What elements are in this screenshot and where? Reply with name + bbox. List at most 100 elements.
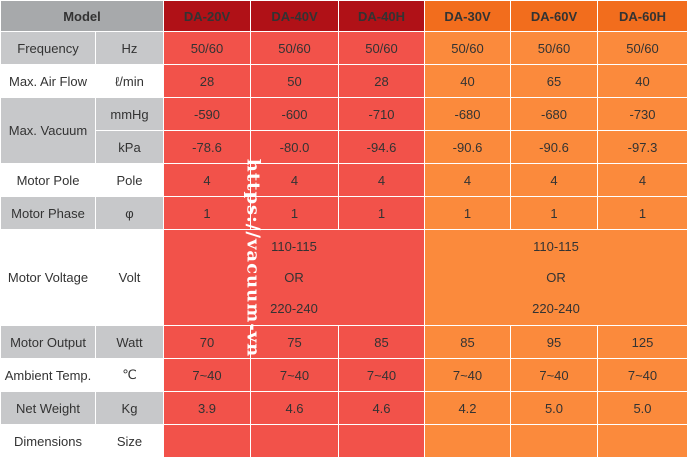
vacuum-kpa-da-60v: -90.6 <box>510 130 598 164</box>
motor-output-da-40h: 85 <box>338 325 425 359</box>
frequency-da-40v: 50/60 <box>250 31 339 65</box>
model-header-da-30v: DA-30V <box>424 0 511 32</box>
air-flow-da-40h: 28 <box>338 64 425 98</box>
motor-output-da-40v: 75 <box>250 325 339 359</box>
air-flow-da-60h: 40 <box>597 64 687 98</box>
motor-phase-da-30v: 1 <box>424 196 511 230</box>
air-flow-unit: ℓ/min <box>95 64 164 98</box>
model-header-da-40v: DA-40V <box>250 0 339 32</box>
ambient-temp-label: Ambient Temp. <box>0 358 96 392</box>
vacuum-kpa-da-40v: -80.0 <box>250 130 339 164</box>
air-flow-da-40v: 50 <box>250 64 339 98</box>
air-flow-row: Max. Air Flow ℓ/min 28 50 28 40 65 40 <box>0 64 687 98</box>
net-weight-da-60v: 5.0 <box>510 391 598 425</box>
model-header-da-40h: DA-40H <box>338 0 425 32</box>
motor-pole-da-40h: 4 <box>338 163 425 197</box>
motor-pole-label: Motor Pole <box>0 163 96 197</box>
ambient-temp-da-30v: 7~40 <box>424 358 511 392</box>
model-header-da-20v: DA-20V <box>163 0 251 32</box>
motor-pole-unit: Pole <box>95 163 164 197</box>
voltage-option-high: 220-240 <box>532 301 580 316</box>
model-header-da-60v: DA-60V <box>510 0 598 32</box>
vacuum-mmhg-da-60h: -730 <box>597 97 687 131</box>
frequency-da-20v: 50/60 <box>163 31 251 65</box>
motor-voltage-unit: Volt <box>95 229 164 326</box>
ambient-temp-unit: ℃ <box>95 358 164 392</box>
vacuum-mmhg-da-20v: -590 <box>163 97 251 131</box>
dimensions-da-60v <box>510 424 598 458</box>
net-weight-da-20v: 3.9 <box>163 391 251 425</box>
dimensions-da-20v <box>163 424 251 458</box>
vacuum-mmhg-da-40v: -600 <box>250 97 339 131</box>
model-header-da-60h: DA-60H <box>597 0 687 32</box>
motor-pole-da-30v: 4 <box>424 163 511 197</box>
air-flow-da-30v: 40 <box>424 64 511 98</box>
air-flow-da-20v: 28 <box>163 64 251 98</box>
vacuum-mmhg-row: Max. Vacuum mmHg -590 -600 -710 -680 -68… <box>0 97 687 164</box>
motor-output-da-60h: 125 <box>597 325 687 359</box>
motor-pole-row: Motor Pole Pole 4 4 4 4 4 4 <box>0 163 687 197</box>
vacuum-mmhg-da-40h: -710 <box>338 97 425 131</box>
air-flow-label: Max. Air Flow <box>0 64 96 98</box>
motor-voltage-row: Motor Voltage Volt 110-115 OR 220-240 11… <box>0 229 687 326</box>
net-weight-unit: Kg <box>95 391 164 425</box>
motor-pole-da-40v: 4 <box>250 163 339 197</box>
motor-voltage-orange-group: 110-115 OR 220-240 <box>424 229 687 326</box>
motor-phase-da-40v: 1 <box>250 196 339 230</box>
motor-phase-da-20v: 1 <box>163 196 251 230</box>
frequency-da-30v: 50/60 <box>424 31 511 65</box>
motor-phase-da-60h: 1 <box>597 196 687 230</box>
motor-output-row: Motor Output Watt 70 75 85 85 95 125 <box>0 325 687 359</box>
dimensions-unit: Size <box>95 424 164 458</box>
frequency-row: Frequency Hz 50/60 50/60 50/60 50/60 50/… <box>0 31 687 65</box>
header-row: Model DA-20V DA-40V DA-40H DA-30V DA-60V… <box>0 0 687 32</box>
frequency-da-60h: 50/60 <box>597 31 687 65</box>
ambient-temp-da-20v: 7~40 <box>163 358 251 392</box>
frequency-label: Frequency <box>0 31 96 65</box>
motor-phase-da-60v: 1 <box>510 196 598 230</box>
motor-phase-row: Motor Phase φ 1 1 1 1 1 1 <box>0 196 687 230</box>
motor-phase-da-40h: 1 <box>338 196 425 230</box>
vacuum-kpa-da-30v: -90.6 <box>424 130 511 164</box>
net-weight-row: Net Weight Kg 3.9 4.6 4.6 4.2 5.0 5.0 <box>0 391 687 425</box>
dimensions-row: Dimensions Size <box>0 424 687 458</box>
dimensions-da-40v <box>250 424 339 458</box>
motor-output-label: Motor Output <box>0 325 96 359</box>
ambient-temp-da-60v: 7~40 <box>510 358 598 392</box>
motor-phase-label: Motor Phase <box>0 196 96 230</box>
motor-output-da-30v: 85 <box>424 325 511 359</box>
dimensions-label: Dimensions <box>0 424 96 458</box>
ambient-temp-da-40h: 7~40 <box>338 358 425 392</box>
vacuum-kpa-da-20v: -78.6 <box>163 130 251 164</box>
vacuum-mmhg-da-60v: -680 <box>510 97 598 131</box>
dimensions-da-30v <box>424 424 511 458</box>
voltage-option-low: 110-115 <box>271 239 317 254</box>
motor-output-da-20v: 70 <box>163 325 251 359</box>
net-weight-da-30v: 4.2 <box>424 391 511 425</box>
motor-voltage-red-group: 110-115 OR 220-240 <box>163 229 425 326</box>
ambient-temp-da-40v: 7~40 <box>250 358 339 392</box>
frequency-unit: Hz <box>95 31 164 65</box>
vacuum-label: Max. Vacuum <box>0 97 96 164</box>
ambient-temp-da-60h: 7~40 <box>597 358 687 392</box>
net-weight-da-60h: 5.0 <box>597 391 687 425</box>
net-weight-da-40h: 4.6 <box>338 391 425 425</box>
voltage-or: OR <box>546 270 566 285</box>
net-weight-label: Net Weight <box>0 391 96 425</box>
vacuum-kpa-row: kPa -78.6 -80.0 -94.6 -90.6 -90.6 -97.3 <box>1 130 687 164</box>
motor-output-unit: Watt <box>95 325 164 359</box>
voltage-option-low: 110-115 <box>533 239 579 254</box>
motor-pole-da-60v: 4 <box>510 163 598 197</box>
dimensions-da-60h <box>597 424 687 458</box>
motor-phase-unit: φ <box>95 196 164 230</box>
vacuum-kpa-da-40h: -94.6 <box>338 130 425 164</box>
ambient-temp-row: Ambient Temp. ℃ 7~40 7~40 7~40 7~40 7~40… <box>0 358 687 392</box>
motor-voltage-label: Motor Voltage <box>0 229 96 326</box>
vacuum-mmhg-unit: mmHg <box>95 97 164 131</box>
air-flow-da-60v: 65 <box>510 64 598 98</box>
voltage-option-high: 220-240 <box>270 301 318 316</box>
net-weight-da-40v: 4.6 <box>250 391 339 425</box>
vacuum-kpa-unit: kPa <box>95 130 164 164</box>
motor-pole-da-20v: 4 <box>163 163 251 197</box>
